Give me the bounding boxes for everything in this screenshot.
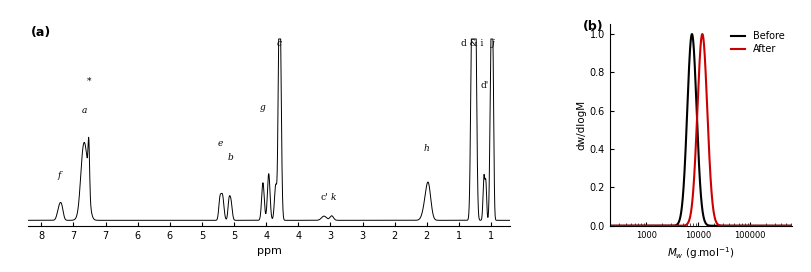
X-axis label: ppm: ppm	[256, 246, 281, 256]
Legend: Before, After: Before, After	[728, 29, 786, 56]
Text: a: a	[82, 106, 87, 115]
Text: f: f	[58, 171, 61, 180]
Text: c': c'	[320, 193, 328, 202]
Text: d': d'	[480, 81, 488, 90]
Text: e: e	[217, 139, 222, 148]
Text: b: b	[228, 153, 234, 162]
Text: k: k	[330, 193, 336, 202]
Text: (a): (a)	[31, 26, 51, 39]
Text: (b): (b)	[581, 20, 603, 33]
Text: j: j	[491, 39, 494, 48]
Y-axis label: dw/dlogM: dw/dlogM	[576, 100, 586, 150]
Text: d & i: d & i	[461, 39, 483, 48]
Text: g: g	[260, 103, 265, 112]
Text: h: h	[423, 144, 429, 153]
Text: *: *	[87, 77, 91, 86]
X-axis label: $\mathit{M}_{w}$ (g.mol$^{-1}$): $\mathit{M}_{w}$ (g.mol$^{-1}$)	[667, 245, 734, 261]
Text: c: c	[277, 39, 281, 48]
